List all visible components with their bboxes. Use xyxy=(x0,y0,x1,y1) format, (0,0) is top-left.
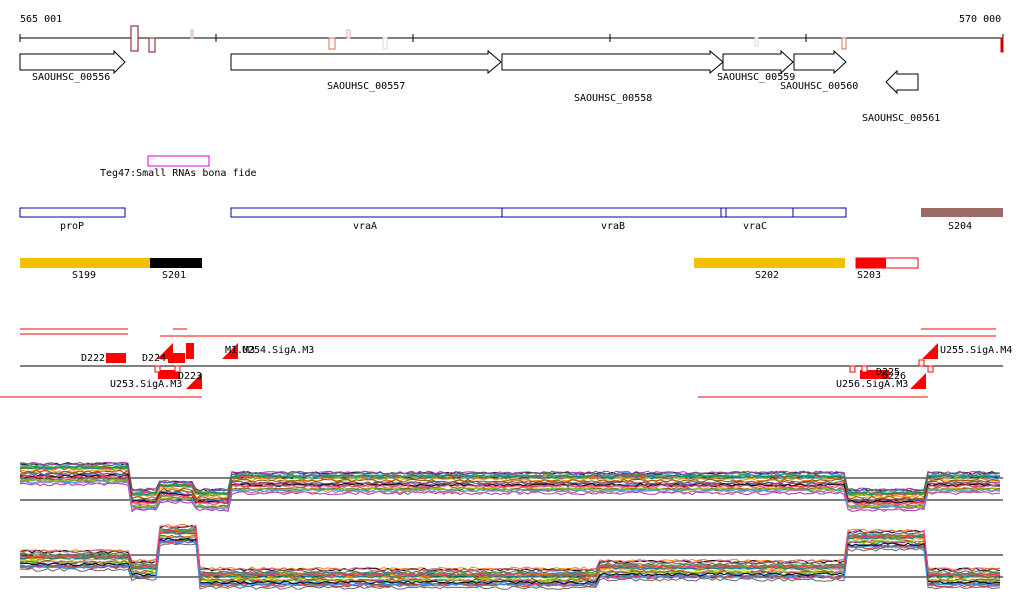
terminator-ticks xyxy=(154,359,934,373)
gene-arrow-saouhsc-00560[interactable] xyxy=(793,49,847,75)
promoter-glyph[interactable] xyxy=(186,373,202,389)
feature-label: M1.M3 xyxy=(225,345,255,356)
feature-label: U256.SigA.M3 xyxy=(836,379,908,390)
segment-track: S199 S201 S202 S203 xyxy=(20,257,919,281)
expression-profile-line xyxy=(19,461,1001,492)
operon-box-vra[interactable] xyxy=(230,207,847,218)
coordinate-axis: 565 001 570 000 xyxy=(19,14,1004,53)
axis-ticks xyxy=(19,34,1004,42)
expression-profile-line xyxy=(19,527,1001,575)
operon-track: proP vraA vraB vraC S204 xyxy=(19,207,1003,232)
expression-profile-line xyxy=(19,531,1001,579)
feature-label: D222 xyxy=(81,353,105,364)
gene-arrow-saouhsc-00559[interactable] xyxy=(722,49,794,75)
feature-track: D222 D224 D223 U253.SigA.M3 U254.SigA.M3… xyxy=(0,328,1012,398)
gene-label: SAOUHSC_00560 xyxy=(780,81,858,92)
feature-label: D223 xyxy=(178,371,202,382)
feature-label: U255.SigA.M4 xyxy=(940,345,1012,356)
gene-arrow-saouhsc-00556[interactable] xyxy=(19,49,126,75)
srna-track: Teg47:Small RNAs bona fide xyxy=(100,155,257,179)
srna-label: Teg47:Small RNAs bona fide xyxy=(100,168,257,179)
expression-profile-line xyxy=(19,526,1001,574)
segment-label: S202 xyxy=(755,270,779,281)
feature-lines xyxy=(0,328,996,398)
promoter-glyph[interactable] xyxy=(222,343,238,359)
promoter-glyph[interactable] xyxy=(157,343,173,359)
feature-label: D224 xyxy=(142,353,166,364)
gene-arrow-saouhsc-00558[interactable] xyxy=(501,49,724,75)
expression-profile-line xyxy=(19,465,1001,496)
segment-label: S203 xyxy=(857,270,881,281)
operon-box-s204[interactable] xyxy=(921,208,1003,217)
segment-label: S199 xyxy=(72,270,96,281)
gene-track xyxy=(19,49,919,95)
gene-label: SAOUHSC_00559 xyxy=(717,72,795,83)
feature-blocks xyxy=(106,353,889,379)
expression-profile-line xyxy=(19,469,1001,500)
feature-labels: D222 D224 D223 U253.SigA.M3 U254.SigA.M3… xyxy=(81,345,1012,390)
operon-label: proP xyxy=(60,221,84,232)
expression-profile-line xyxy=(19,524,1001,572)
axis-signal-markers xyxy=(130,25,1004,53)
operon-label: vraA xyxy=(353,221,377,232)
expression-profile-line xyxy=(19,529,1001,577)
segment-s201[interactable] xyxy=(150,258,202,268)
gene-arrow-saouhsc-00557[interactable] xyxy=(230,49,502,75)
expression-profile-line xyxy=(19,471,1001,503)
expression-profile-line xyxy=(19,537,1001,585)
segment-s199[interactable] xyxy=(20,258,150,268)
gene-label: SAOUHSC_00556 xyxy=(32,72,110,83)
operon-box-prop[interactable] xyxy=(19,207,126,218)
promoter-glyphs xyxy=(157,343,938,389)
expression-profile-line xyxy=(19,542,1001,590)
coord-start-label: 565 001 xyxy=(20,14,62,25)
expression-track-top xyxy=(19,461,1003,513)
feature-label: D225 xyxy=(876,367,900,378)
gene-label: SAOUHSC_00558 xyxy=(574,93,652,104)
expression-profile-line xyxy=(19,478,1001,509)
operon-label: vraB xyxy=(601,221,625,232)
expression-profile-line xyxy=(19,462,1001,493)
gene-labels: SAOUHSC_00556 SAOUHSC_00557 SAOUHSC_0055… xyxy=(32,72,940,124)
expression-profile-lines xyxy=(19,461,1001,513)
expression-profile-line xyxy=(19,535,1001,583)
segment-s203-fill xyxy=(856,258,886,268)
feature-label: U253.SigA.M3 xyxy=(110,379,182,390)
promoter-glyph[interactable] xyxy=(910,373,926,389)
expression-profile-line xyxy=(19,482,1000,513)
feature-label: D226 xyxy=(882,371,906,382)
srna-box[interactable] xyxy=(147,155,210,167)
gene-label: SAOUHSC_00561 xyxy=(862,113,940,124)
promoter-glyph[interactable] xyxy=(186,343,194,359)
operon-label: vraC xyxy=(743,221,767,232)
expression-profile-line xyxy=(19,540,1001,587)
segment-s202[interactable] xyxy=(694,258,845,268)
gene-label: SAOUHSC_00557 xyxy=(327,81,405,92)
operon-label: S204 xyxy=(948,221,972,232)
expression-track-bottom xyxy=(19,523,1003,590)
expression-profile-line xyxy=(19,479,1001,510)
segment-label: S201 xyxy=(162,270,186,281)
promoter-glyph[interactable] xyxy=(922,343,938,359)
expression-profile-line xyxy=(19,473,1000,504)
expression-profile-lines xyxy=(19,523,1001,590)
gene-arrow-saouhsc-00561[interactable] xyxy=(885,69,919,95)
expression-profile-line xyxy=(19,475,1001,506)
coord-end-label: 570 000 xyxy=(959,14,1001,25)
feature-label: U254.SigA.M3 xyxy=(242,345,314,356)
